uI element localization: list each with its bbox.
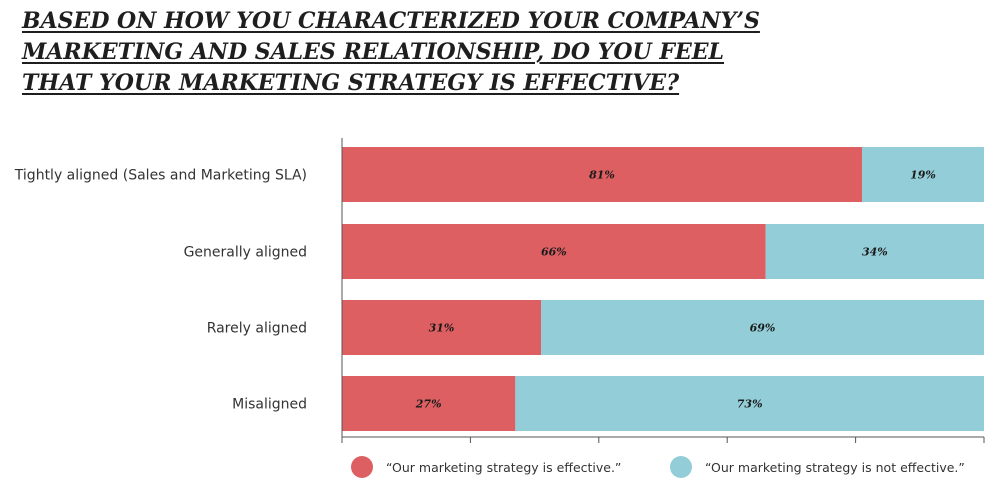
bar-effective-3 bbox=[342, 376, 516, 431]
bar-effective-2 bbox=[342, 300, 542, 355]
value-label-effective-2: 31% bbox=[429, 322, 455, 335]
bar-not-effective-2 bbox=[541, 300, 984, 355]
category-label-0: Tightly aligned (Sales and Marketing SLA… bbox=[14, 168, 307, 184]
bar-effective-1 bbox=[342, 224, 766, 279]
bar-not-effective-3 bbox=[515, 376, 984, 431]
labels-group: 81% 19% Tightly aligned (Sales and Marketi… bbox=[14, 168, 936, 413]
category-label-1: Generally aligned bbox=[184, 245, 307, 261]
category-label-2: Rarely aligned bbox=[207, 321, 307, 337]
category-label-3: Misaligned bbox=[232, 397, 307, 413]
title-line-3: THAT YOUR MARKETING STRATEGY IS EFFECTIV… bbox=[22, 70, 680, 96]
axes-group bbox=[341, 138, 985, 443]
value-label-effective-1: 66% bbox=[541, 246, 567, 259]
value-label-not-effective-3: 73% bbox=[737, 398, 763, 411]
title-line-2: MARKETING AND SALES RELATIONSHIP, DO YOU… bbox=[22, 39, 725, 65]
bars-group bbox=[342, 147, 984, 431]
legend-label-effective: “Our marketing strategy is effective.” bbox=[386, 460, 621, 475]
bar-effective-0 bbox=[342, 147, 863, 202]
bar-not-effective-0 bbox=[862, 147, 984, 202]
value-label-not-effective-1: 34% bbox=[862, 246, 888, 259]
legend-marker-effective bbox=[351, 456, 373, 478]
value-label-not-effective-2: 69% bbox=[750, 322, 776, 335]
value-label-effective-3: 27% bbox=[415, 398, 442, 411]
value-label-effective-0: 81% bbox=[589, 169, 615, 182]
legend-marker-not-effective bbox=[670, 456, 692, 478]
legend-label-not-effective: “Our marketing strategy is not effective… bbox=[705, 460, 965, 475]
title-line-1: BASED ON HOW YOU CHARACTERIZED YOUR COMP… bbox=[22, 8, 760, 34]
bar-not-effective-1 bbox=[765, 224, 984, 279]
legend: “Our marketing strategy is effective.” “… bbox=[351, 456, 965, 478]
value-label-not-effective-0: 19% bbox=[910, 169, 936, 182]
chart-title: BASED ON HOW YOU CHARACTERIZED YOUR COMP… bbox=[22, 6, 782, 99]
